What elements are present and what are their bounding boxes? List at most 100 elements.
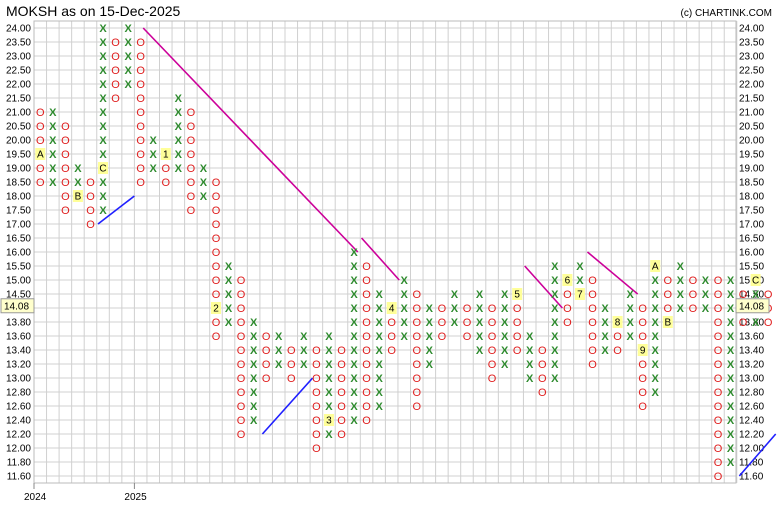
- x-box: X: [300, 345, 308, 357]
- x-box: X: [727, 289, 735, 301]
- o-box: O: [387, 331, 396, 343]
- o-box: O: [588, 345, 597, 357]
- o-box: O: [438, 317, 447, 329]
- x-box: X: [551, 275, 559, 287]
- x-box: X: [225, 303, 233, 315]
- o-box: O: [312, 443, 321, 455]
- y-tick-label-right: 17.00: [739, 220, 764, 231]
- o-box: O: [212, 275, 221, 287]
- x-box: X: [401, 303, 409, 315]
- month-marker: A: [37, 150, 44, 161]
- o-box: O: [714, 345, 723, 357]
- o-box: O: [187, 163, 196, 175]
- y-tick-label-right: 12.40: [739, 416, 764, 427]
- x-box: X: [325, 387, 333, 399]
- y-tick-label-right: 12.00: [739, 444, 764, 455]
- o-box: O: [337, 359, 346, 371]
- x-box: X: [99, 205, 107, 217]
- o-box: O: [714, 387, 723, 399]
- o-box: O: [136, 37, 145, 49]
- o-box: O: [212, 289, 221, 301]
- o-box: O: [714, 317, 723, 329]
- o-box: O: [513, 303, 522, 315]
- y-tick-label-right: 22.50: [739, 66, 764, 77]
- month-marker: C: [752, 276, 759, 287]
- o-box: O: [237, 415, 246, 427]
- o-box: O: [237, 359, 246, 371]
- x-box: X: [626, 289, 634, 301]
- x-box: X: [49, 149, 57, 161]
- x-box: X: [601, 317, 609, 329]
- x-box: X: [476, 317, 484, 329]
- x-box: X: [350, 261, 358, 273]
- x-box: X: [551, 261, 559, 273]
- o-box: O: [362, 317, 371, 329]
- x-box: X: [626, 303, 634, 315]
- x-box: X: [375, 345, 383, 357]
- o-box: O: [312, 387, 321, 399]
- y-tick-label-left: 21.50: [6, 94, 31, 105]
- x-box: X: [99, 121, 107, 133]
- o-box: O: [61, 177, 70, 189]
- x-box: X: [401, 317, 409, 329]
- o-box: O: [764, 289, 773, 301]
- x-box: X: [652, 359, 660, 371]
- x-box: X: [200, 191, 208, 203]
- x-box: X: [99, 65, 107, 77]
- x-box: X: [702, 303, 710, 315]
- month-marker-bg: [562, 274, 573, 286]
- o-box: O: [412, 331, 421, 343]
- x-box: X: [626, 331, 634, 343]
- x-box: X: [124, 23, 132, 35]
- o-box: O: [212, 177, 221, 189]
- y-tick-label-left: 15.50: [6, 262, 31, 273]
- x-box: X: [49, 163, 57, 175]
- o-box: O: [563, 289, 572, 301]
- month-marker: 1: [163, 150, 169, 161]
- x-box: X: [175, 149, 183, 161]
- x-box: X: [727, 359, 735, 371]
- o-box: O: [689, 275, 698, 287]
- current-price-tag-right: [735, 298, 770, 314]
- o-box: O: [187, 121, 196, 133]
- o-box: O: [663, 303, 672, 315]
- x-box: X: [601, 331, 609, 343]
- o-box: O: [36, 121, 45, 133]
- o-box: O: [714, 289, 723, 301]
- y-tick-label-right: 13.20: [739, 360, 764, 371]
- o-box: O: [237, 275, 246, 287]
- y-tick-label-left: 13.80: [6, 318, 31, 329]
- x-box: X: [225, 261, 233, 273]
- o-box: O: [111, 79, 120, 91]
- x-box: X: [99, 191, 107, 203]
- x-box: X: [99, 37, 107, 49]
- o-box: O: [739, 317, 748, 329]
- x-box: X: [426, 303, 434, 315]
- x-box: X: [526, 331, 534, 343]
- o-box: O: [412, 373, 421, 385]
- y-tick-label-left: 13.20: [6, 360, 31, 371]
- x-box: X: [727, 457, 735, 469]
- o-box: O: [714, 359, 723, 371]
- month-marker-bg: [750, 274, 761, 286]
- o-box: O: [588, 331, 597, 343]
- month-marker: C: [99, 164, 106, 175]
- month-marker: 4: [389, 304, 395, 315]
- x-box: X: [626, 317, 634, 329]
- x-box: X: [124, 79, 132, 91]
- o-box: O: [61, 163, 70, 175]
- x-box: X: [501, 317, 509, 329]
- o-box: O: [111, 93, 120, 105]
- x-box: X: [150, 149, 158, 161]
- o-box: O: [61, 191, 70, 203]
- y-tick-label-left: 22.00: [6, 80, 31, 91]
- x-box: X: [250, 415, 258, 427]
- y-tick-label-left: 23.50: [6, 38, 31, 49]
- x-box: X: [175, 163, 183, 175]
- o-box: O: [212, 261, 221, 273]
- o-box: O: [187, 107, 196, 119]
- o-box: O: [36, 177, 45, 189]
- o-box: O: [61, 149, 70, 161]
- y-tick-label-right: 19.50: [739, 150, 764, 161]
- y-tick-label-right: 13.60: [739, 332, 764, 343]
